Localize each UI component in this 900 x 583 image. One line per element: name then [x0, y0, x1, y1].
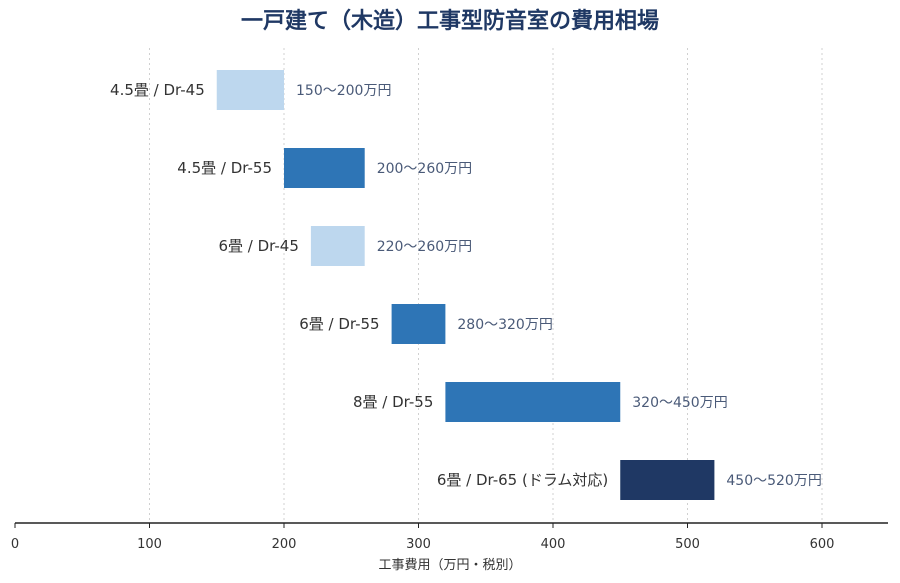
bar: [284, 148, 365, 188]
value-label: 320〜450万円: [632, 395, 727, 411]
value-label: 280〜320万円: [457, 317, 552, 333]
category-label: 6畳 / Dr-45: [218, 237, 298, 255]
grid-lines: [149, 48, 823, 523]
category-label: 6畳 / Dr-65 (ドラム対応): [437, 471, 608, 489]
x-tick-label: 600: [810, 537, 835, 552]
value-label: 220〜260万円: [377, 239, 472, 255]
x-tick-label: 500: [675, 537, 700, 552]
x-tick-label: 100: [137, 537, 162, 552]
x-axis-ticks: 0 100 200 300 400 500 600: [11, 523, 835, 552]
bar-labels: 4.5畳 / Dr-45 150〜200万円 4.5畳 / Dr-55 200〜260…: [110, 81, 822, 489]
x-axis-title: 工事費用（万円・税別）: [378, 558, 521, 573]
category-label: 6畳 / Dr-55: [299, 315, 379, 333]
category-label: 4.5畳 / Dr-55: [177, 159, 272, 177]
x-tick-label: 0: [11, 537, 19, 552]
value-label: 450〜520万円: [726, 473, 821, 489]
value-label: 200〜260万円: [377, 161, 472, 177]
x-tick-label: 300: [406, 537, 431, 552]
chart-title: 一戸建て（木造）工事型防音室の費用相場: [241, 8, 659, 34]
bar: [445, 382, 621, 422]
bar: [310, 226, 365, 266]
value-label: 150〜200万円: [296, 83, 391, 99]
bar: [620, 460, 715, 500]
category-label: 4.5畳 / Dr-45: [110, 81, 205, 99]
bar: [216, 70, 284, 110]
x-tick-label: 200: [272, 537, 297, 552]
bar: [391, 304, 446, 344]
x-tick-label: 400: [541, 537, 566, 552]
bars: [216, 70, 715, 500]
category-label: 8畳 / Dr-55: [353, 393, 433, 411]
